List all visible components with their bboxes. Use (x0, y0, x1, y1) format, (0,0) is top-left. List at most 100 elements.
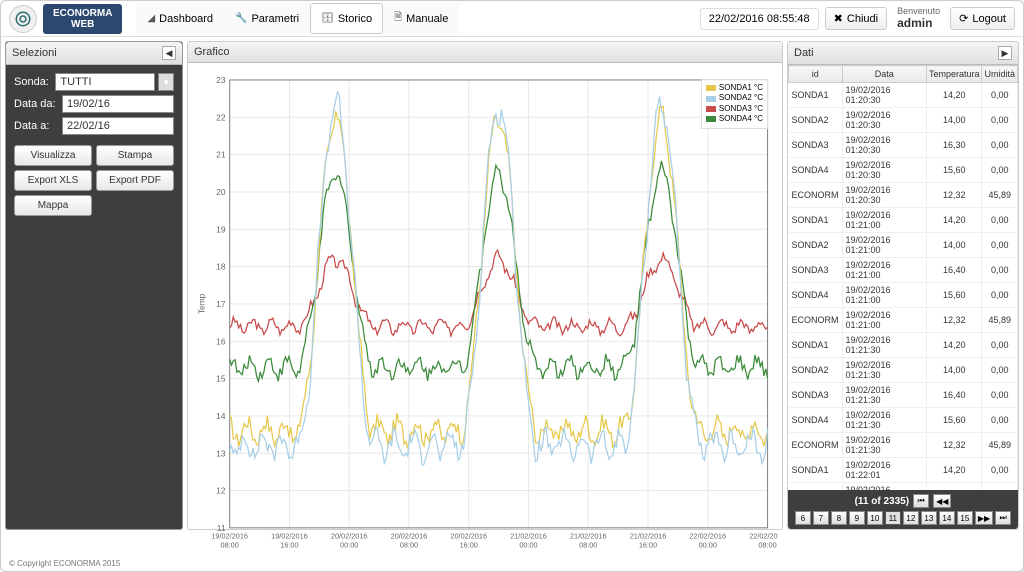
close-button[interactable]: ✖Chiudi (825, 7, 887, 30)
table-cell: SONDA4 (789, 283, 843, 308)
table-row[interactable]: SONDA419/02/2016 01:21:0015,600,00 (789, 283, 1018, 308)
table-row[interactable]: SONDA119/02/2016 01:22:0114,200,00 (789, 458, 1018, 483)
dropdown-icon[interactable]: ▼ (158, 73, 174, 91)
export-xls-button[interactable]: Export XLS (14, 170, 92, 191)
nav-parametri[interactable]: 🔧Parametri (224, 3, 310, 34)
svg-text:23: 23 (216, 75, 226, 85)
table-header[interactable]: Temperatura (926, 66, 982, 83)
export-pdf-button[interactable]: Export PDF (96, 170, 174, 191)
top-bar: ECONORMA WEB ◢Dashboard 🔧Parametri 🗄Stor… (1, 1, 1023, 37)
table-row[interactable]: SONDA219/02/2016 01:22:0113,900,00 (789, 483, 1018, 491)
pager: (11 of 2335) ⏮ ◀◀ 6789101112131415▶▶⏭ (788, 490, 1018, 529)
table-header[interactable]: Data (842, 66, 926, 83)
data-body: idDataTemperaturaUmidità SONDA119/02/201… (788, 65, 1018, 490)
pager-page-button[interactable]: 10 (867, 511, 883, 525)
pager-first-button[interactable]: ⏮ (913, 494, 929, 508)
table-row[interactable]: SONDA219/02/2016 01:21:3014,000,00 (789, 358, 1018, 383)
table-cell: 14,20 (926, 333, 982, 358)
visualizza-button[interactable]: Visualizza (14, 145, 92, 166)
sidebar-title: Selezioni (12, 47, 57, 59)
data-title: Dati (794, 47, 814, 59)
pager-page-button[interactable]: 6 (795, 511, 811, 525)
table-row[interactable]: SONDA319/02/2016 01:21:3016,400,00 (789, 383, 1018, 408)
dashboard-icon: ◢ (147, 13, 155, 24)
collapse-left-icon[interactable]: ◀ (162, 46, 176, 60)
storage-icon: 🗄 (321, 13, 334, 24)
pager-info-row: (11 of 2335) ⏮ ◀◀ (792, 494, 1014, 508)
table-row[interactable]: SONDA319/02/2016 01:21:0016,400,00 (789, 258, 1018, 283)
table-row[interactable]: SONDA319/02/2016 01:20:3016,300,00 (789, 133, 1018, 158)
pager-page-button[interactable]: 11 (885, 511, 901, 525)
nav-dashboard[interactable]: ◢Dashboard (136, 3, 224, 34)
svg-text:22: 22 (216, 112, 226, 122)
nav-storico[interactable]: 🗄Storico (310, 3, 383, 34)
pager-page-button[interactable]: 13 (921, 511, 937, 525)
table-cell: 19/02/2016 01:21:30 (842, 358, 926, 383)
table-cell: 0,00 (982, 233, 1018, 258)
svg-text:Temp: Temp (197, 293, 207, 314)
legend-item: SONDA1 °C (706, 83, 763, 93)
legend-item: SONDA2 °C (706, 93, 763, 103)
logout-button[interactable]: ⟳Logout (950, 7, 1015, 30)
svg-text:19/02/2016: 19/02/2016 (271, 531, 308, 540)
legend-label: SONDA2 °C (719, 93, 763, 103)
data-a-input[interactable] (62, 117, 174, 135)
pager-next-button[interactable]: ▶▶ (975, 511, 993, 525)
pager-page-button[interactable]: 12 (903, 511, 919, 525)
table-row[interactable]: SONDA419/02/2016 01:21:3015,600,00 (789, 408, 1018, 433)
sidebar-panel: Selezioni ◀ Sonda: ▼ Data da: Data a: Vi… (5, 41, 183, 530)
table-cell: SONDA3 (789, 383, 843, 408)
logout-icon: ⟳ (959, 12, 968, 25)
table-cell: 14,00 (926, 233, 982, 258)
mappa-button[interactable]: Mappa (14, 195, 92, 216)
table-header[interactable]: Umidità (982, 66, 1018, 83)
pager-page-button[interactable]: 8 (831, 511, 847, 525)
table-row[interactable]: SONDA119/02/2016 01:21:0014,200,00 (789, 208, 1018, 233)
svg-text:16:00: 16:00 (280, 541, 298, 550)
collapse-right-icon[interactable]: ▶ (998, 46, 1012, 60)
table-cell: 0,00 (982, 258, 1018, 283)
data-da-label: Data da: (14, 98, 58, 110)
table-cell: 45,89 (982, 183, 1018, 208)
nav-manuale[interactable]: 🗎Manuale (383, 3, 459, 34)
table-cell: 45,89 (982, 308, 1018, 333)
main-content: Selezioni ◀ Sonda: ▼ Data da: Data a: Vi… (1, 37, 1023, 534)
pager-page-button[interactable]: 9 (849, 511, 865, 525)
pager-page-button[interactable]: 14 (939, 511, 955, 525)
table-cell: 45,89 (982, 433, 1018, 458)
svg-text:21: 21 (216, 150, 226, 160)
chart-title: Grafico (194, 46, 229, 58)
legend-swatch (706, 96, 716, 102)
table-row[interactable]: ECONORM19/02/2016 01:21:0012,3245,89 (789, 308, 1018, 333)
table-cell: 19/02/2016 01:21:00 (842, 283, 926, 308)
data-a-label: Data a: (14, 120, 58, 132)
pager-prev-button[interactable]: ◀◀ (933, 494, 951, 508)
row-data-da: Data da: (14, 95, 174, 113)
table-header[interactable]: id (789, 66, 843, 83)
table-row[interactable]: SONDA119/02/2016 01:21:3014,200,00 (789, 333, 1018, 358)
svg-text:00:00: 00:00 (699, 541, 717, 550)
table-cell: 15,60 (926, 408, 982, 433)
table-cell: SONDA1 (789, 208, 843, 233)
table-cell: 0,00 (982, 408, 1018, 433)
table-row[interactable]: SONDA119/02/2016 01:20:3014,200,00 (789, 83, 1018, 108)
table-row[interactable]: SONDA419/02/2016 01:20:3015,600,00 (789, 158, 1018, 183)
close-icon: ✖ (834, 12, 843, 25)
sonda-select[interactable] (55, 73, 155, 91)
pager-page-button[interactable]: 15 (957, 511, 973, 525)
table-row[interactable]: ECONORM19/02/2016 01:20:3012,3245,89 (789, 183, 1018, 208)
table-row[interactable]: SONDA219/02/2016 01:21:0014,000,00 (789, 233, 1018, 258)
data-da-input[interactable] (62, 95, 174, 113)
sidebar-header: Selezioni ◀ (6, 42, 182, 65)
pager-page-button[interactable]: 7 (813, 511, 829, 525)
table-row[interactable]: SONDA219/02/2016 01:20:3014,000,00 (789, 108, 1018, 133)
table-row[interactable]: ECONORM19/02/2016 01:21:3012,3245,89 (789, 433, 1018, 458)
svg-text:18: 18 (216, 262, 226, 272)
table-cell: 19/02/2016 01:20:30 (842, 83, 926, 108)
svg-text:21/02/2016: 21/02/2016 (630, 531, 667, 540)
table-cell: 12,32 (926, 308, 982, 333)
pager-last-button[interactable]: ⏭ (995, 511, 1011, 525)
pager-numbers: 6789101112131415▶▶⏭ (795, 511, 1011, 525)
legend-label: SONDA4 °C (719, 114, 763, 124)
stampa-button[interactable]: Stampa (96, 145, 174, 166)
